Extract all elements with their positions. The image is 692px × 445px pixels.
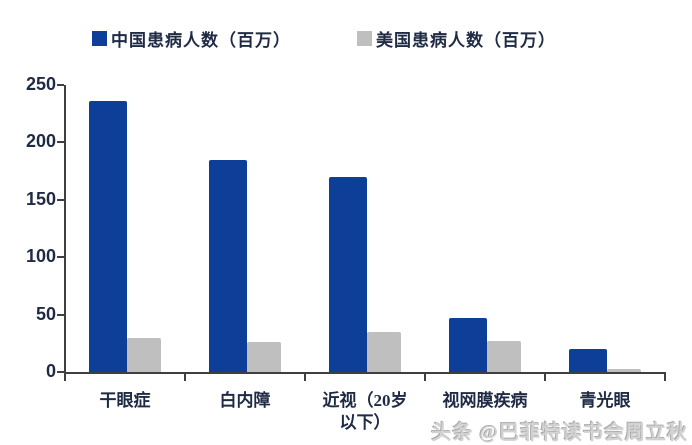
x-axis-tick [304,374,306,381]
bar-china-1 [209,159,247,372]
watermark: 头条 @巴菲特读书会周立秋 [431,422,688,444]
bar-us-3 [487,341,521,372]
legend-label: 中国患病人数（百万） [111,30,291,50]
legend: 中国患病人数（百万） 美国患病人数（百万） [92,26,556,51]
bar-china-0 [89,101,127,372]
y-axis-tick-label: 100 [25,246,56,267]
x-axis-category-label: 干眼症 [99,391,151,410]
bar-china-4 [569,349,607,372]
y-axis-line [64,85,66,374]
legend-item-1: 美国患病人数（百万） [357,26,556,51]
y-axis-tick [57,313,64,316]
y-axis-tick-label: 150 [25,188,56,209]
y-axis-tick-label: 250 [25,74,56,94]
x-axis-category-label: 视网膜疾病 [442,391,528,410]
x-axis-tick [664,374,666,381]
x-axis-tick [424,374,426,381]
y-axis-tick [57,256,64,259]
y-axis-tick-label: 50 [35,303,56,324]
y-axis-tick [57,371,64,373]
bar-us-2 [367,331,401,372]
bar-china-2 [329,176,367,372]
y-axis-tick [57,198,64,201]
bar-us-0 [127,337,161,372]
x-axis-category-label: 白内障 [219,391,271,410]
bar-us-4 [607,368,641,372]
y-axis-tick [57,84,64,86]
x-axis-category-label: 青光眼 [579,391,631,410]
legend-item-0: 中国患病人数（百万） [92,26,291,51]
y-axis-tick-label: 0 [45,361,56,381]
x-axis-category-label: 近视（20岁 以下） [322,391,408,432]
x-axis-tick [184,374,186,381]
legend-label: 美国患病人数（百万） [376,30,556,50]
y-axis-tick-label: 200 [25,131,56,152]
x-axis-tick [64,374,66,381]
legend-swatch-icon [357,30,372,46]
bar-china-3 [449,318,487,372]
x-axis-line [64,372,666,374]
y-axis-tick [57,141,64,144]
bar-us-1 [247,342,281,372]
legend-swatch-icon [92,30,107,46]
x-axis-tick [544,374,546,381]
